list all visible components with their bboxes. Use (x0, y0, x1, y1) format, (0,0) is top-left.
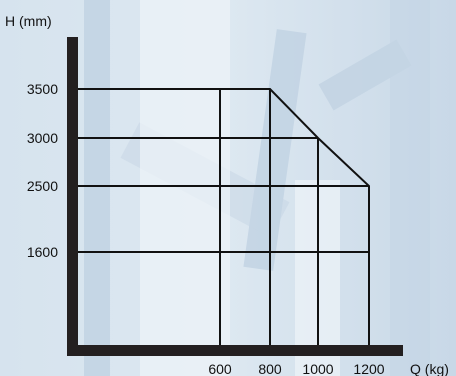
y-tick-label: 3000 (27, 130, 58, 146)
axes (67, 37, 403, 356)
x-axis-label: Q (kg) (410, 361, 449, 376)
x-tick-label: 1200 (353, 361, 384, 376)
x-tick-label: 800 (258, 361, 282, 376)
y-axis (67, 37, 78, 355)
x-tick-label: 600 (208, 361, 232, 376)
y-tick-label: 2500 (27, 178, 58, 194)
tick-labels: 1600 2500 3000 3500 600 800 1000 1200 (27, 81, 385, 376)
x-tick-label: 1000 (302, 361, 333, 376)
y-tick-label: 3500 (27, 81, 58, 97)
x-axis (67, 345, 403, 356)
grid-lines (78, 88, 369, 345)
y-tick-label: 1600 (27, 244, 58, 260)
y-axis-label: H (mm) (5, 13, 52, 29)
capacity-line (78, 88, 370, 345)
capacity-curve (77, 88, 370, 346)
